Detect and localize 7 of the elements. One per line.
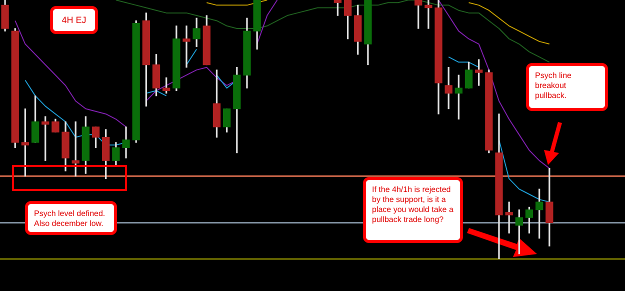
candlestick bbox=[182, 26, 190, 68]
text: 4H EJ bbox=[50, 6, 98, 34]
candlestick bbox=[424, 0, 432, 29]
candlestick bbox=[505, 202, 513, 234]
callout-box: Psych level defined. Also december low. bbox=[25, 201, 117, 235]
callout-box: If the 4h/1h is rejected by the support, is it a place you would take a pullback trade long? bbox=[363, 177, 463, 243]
callout-box: Psych line breakout pullback. bbox=[526, 63, 608, 111]
